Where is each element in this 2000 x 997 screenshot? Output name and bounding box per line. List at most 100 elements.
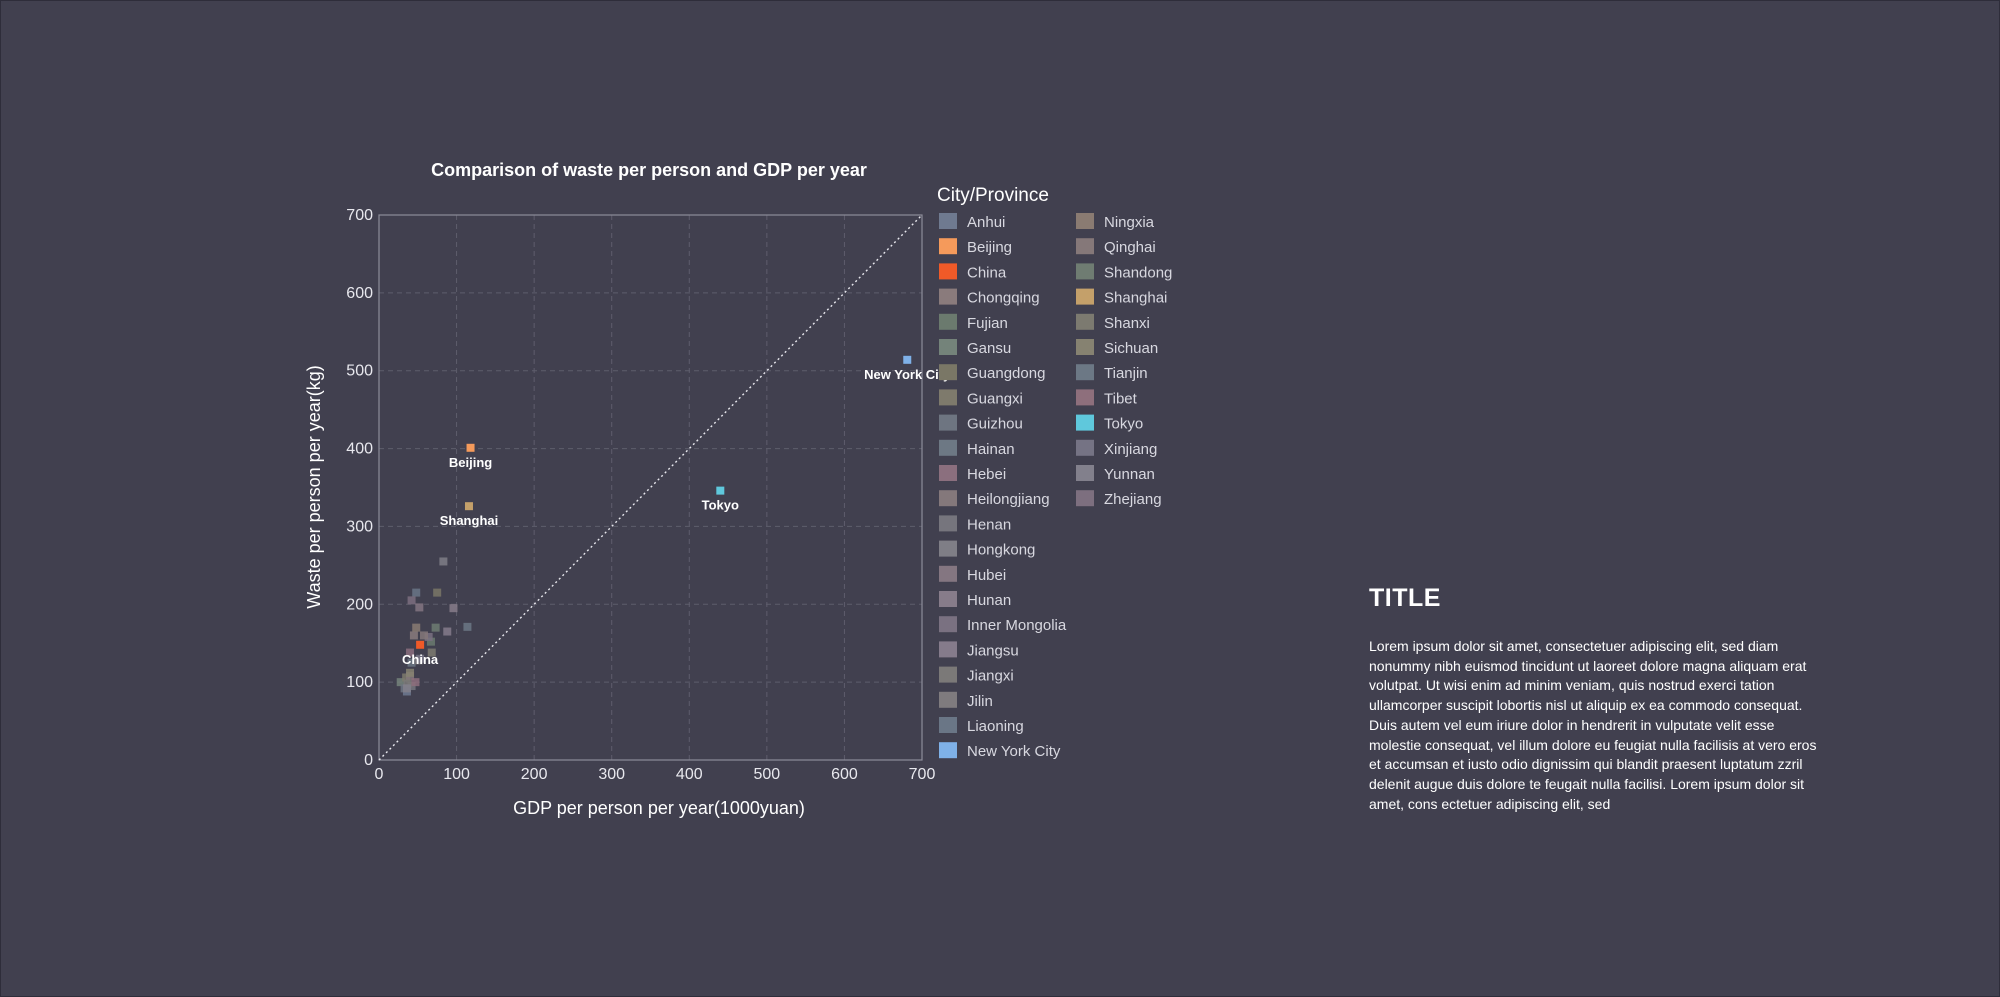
legend-swatch-inner-mongolia bbox=[939, 616, 957, 633]
annotation-beijing: Beijing bbox=[449, 455, 492, 470]
x-tick-label-5: 500 bbox=[754, 766, 781, 783]
legend-label-sichuan: Sichuan bbox=[1104, 340, 1158, 357]
point-tokyo bbox=[716, 486, 725, 495]
legend-label-zhejiang: Zhejiang bbox=[1104, 491, 1162, 508]
legend-swatch-shanxi bbox=[1076, 313, 1094, 330]
legend-swatch-hubei bbox=[939, 565, 957, 582]
legend-label-fujian: Fujian bbox=[967, 315, 1008, 332]
x-tick-label-2: 200 bbox=[521, 766, 548, 783]
legend-label-hongkong: Hongkong bbox=[967, 542, 1035, 559]
annotation-china: China bbox=[402, 652, 439, 667]
point-tibet bbox=[411, 678, 420, 687]
legend-swatch-qinghai bbox=[1076, 238, 1094, 255]
x-tick-label-6: 600 bbox=[831, 766, 858, 783]
reference-diagonal-line bbox=[378, 214, 923, 761]
point-ningxia bbox=[412, 623, 421, 632]
plot-area-frame bbox=[378, 214, 923, 761]
point-tianjin bbox=[463, 622, 472, 631]
legend-label-tibet: Tibet bbox=[1104, 390, 1138, 407]
legend-swatch-heilongjiang bbox=[939, 490, 957, 507]
point-zhejiang bbox=[407, 596, 416, 605]
legend-swatch-china bbox=[939, 263, 957, 280]
legend-label-china: China bbox=[967, 264, 1007, 281]
y-tick-label-1: 100 bbox=[346, 674, 373, 691]
legend-swatch-fujian bbox=[939, 313, 957, 330]
point-hunan bbox=[449, 604, 458, 613]
point-fujian bbox=[426, 637, 435, 646]
legend-swatch-gansu bbox=[939, 339, 957, 355]
x-axis-label: GDP per person per year(1000yuan) bbox=[513, 798, 805, 818]
legend-swatch-tianjin bbox=[1076, 364, 1094, 381]
legend-label-guangxi: Guangxi bbox=[967, 390, 1023, 407]
legend-label-hunan: Hunan bbox=[967, 592, 1011, 609]
point-liaoning bbox=[412, 588, 421, 597]
legend: City/Province Anhui Beijing China Chongqing… bbox=[937, 185, 1172, 760]
legend-swatch-sichuan bbox=[1076, 339, 1094, 355]
legend-swatch-guangdong bbox=[939, 364, 957, 381]
legend-label-guizhou: Guizhou bbox=[967, 416, 1023, 433]
legend-swatch-liaoning bbox=[939, 717, 957, 733]
legend-swatch-shandong bbox=[1076, 263, 1094, 280]
annotation-new-york-city: New York City bbox=[864, 367, 951, 382]
legend-label-gansu: Gansu bbox=[967, 340, 1011, 357]
legend-swatch-tokyo bbox=[1076, 414, 1094, 431]
legend-swatch-hebei bbox=[939, 465, 957, 481]
point-sichuan bbox=[406, 668, 415, 677]
legend-label-henan: Henan bbox=[967, 516, 1011, 533]
legend-label-tianjin: Tianjin bbox=[1104, 365, 1148, 382]
y-tick-label-5: 500 bbox=[346, 363, 373, 380]
x-tick-label-0: 0 bbox=[375, 766, 384, 783]
legend-swatch-jiangsu bbox=[939, 641, 957, 658]
legend-swatch-guizhou bbox=[939, 414, 957, 431]
legend-label-beijing: Beijing bbox=[967, 239, 1012, 256]
point-new-york-city bbox=[903, 355, 912, 364]
legend-label-qinghai: Qinghai bbox=[1104, 239, 1156, 256]
legend-swatch-guangxi bbox=[939, 389, 957, 406]
legend-swatch-yunnan bbox=[1076, 465, 1094, 481]
legend-swatch-henan bbox=[939, 515, 957, 532]
point-hongkong bbox=[439, 557, 448, 566]
y-tick-label-6: 600 bbox=[346, 285, 373, 302]
legend-label-guangdong: Guangdong bbox=[967, 365, 1045, 382]
x-tick-label-7: 700 bbox=[909, 766, 936, 783]
legend-swatch-xinjiang bbox=[1076, 439, 1094, 456]
point-shandong bbox=[431, 623, 440, 632]
point-annotations: Beijing Shanghai China Tokyo New York City bbox=[402, 367, 951, 667]
legend-label-jiangsu: Jiangsu bbox=[967, 642, 1019, 659]
legend-swatch-ningxia bbox=[1076, 213, 1094, 229]
legend-swatch-tibet bbox=[1076, 389, 1094, 406]
point-qinghai bbox=[419, 631, 428, 640]
legend-swatch-beijing bbox=[939, 238, 957, 255]
y-axis-label: Waste per person per year(kg) bbox=[304, 365, 324, 608]
point-jiangxi bbox=[403, 679, 412, 688]
legend-label-hainan: Hainan bbox=[967, 441, 1015, 458]
y-tick-label-7: 700 bbox=[346, 207, 373, 224]
legend-label-yunnan: Yunnan bbox=[1104, 466, 1155, 483]
point-hubei bbox=[415, 603, 424, 612]
point-hebei bbox=[406, 648, 415, 657]
legend-swatch-jilin bbox=[939, 691, 957, 708]
axis-ticks: 0 100 200 300 400 500 600 700 0 100 200 300 400 500 60… bbox=[346, 207, 935, 783]
legend-label-jilin: Jilin bbox=[967, 693, 993, 710]
legend-swatch-zhejiang bbox=[1076, 490, 1094, 507]
legend-swatch-hunan bbox=[939, 591, 957, 607]
point-hainan bbox=[407, 658, 416, 667]
point-chongqing bbox=[409, 631, 418, 640]
legend-label-shandong: Shandong bbox=[1104, 264, 1172, 281]
legend-label-xinjiang: Xinjiang bbox=[1104, 441, 1157, 458]
legend-label-chongqing: Chongqing bbox=[967, 290, 1040, 307]
legend-swatch-shanghai bbox=[1076, 288, 1094, 305]
legend-label-shanghai: Shanghai bbox=[1104, 290, 1167, 307]
legend-label-hebei: Hebei bbox=[967, 466, 1006, 483]
point-inner-mongolia bbox=[424, 632, 433, 641]
x-tick-label-3: 300 bbox=[598, 766, 625, 783]
point-shanxi bbox=[427, 648, 436, 657]
legend-swatch-chongqing bbox=[939, 288, 957, 305]
legend-label-anhui: Anhui bbox=[967, 214, 1005, 231]
chart-title: Comparison of waste per person and GDP p… bbox=[431, 160, 867, 180]
annotation-shanghai: Shanghai bbox=[440, 513, 499, 528]
y-tick-label-3: 300 bbox=[346, 518, 373, 535]
legend-title: City/Province bbox=[937, 185, 1049, 206]
panel-title: TITLE bbox=[1369, 584, 1441, 612]
